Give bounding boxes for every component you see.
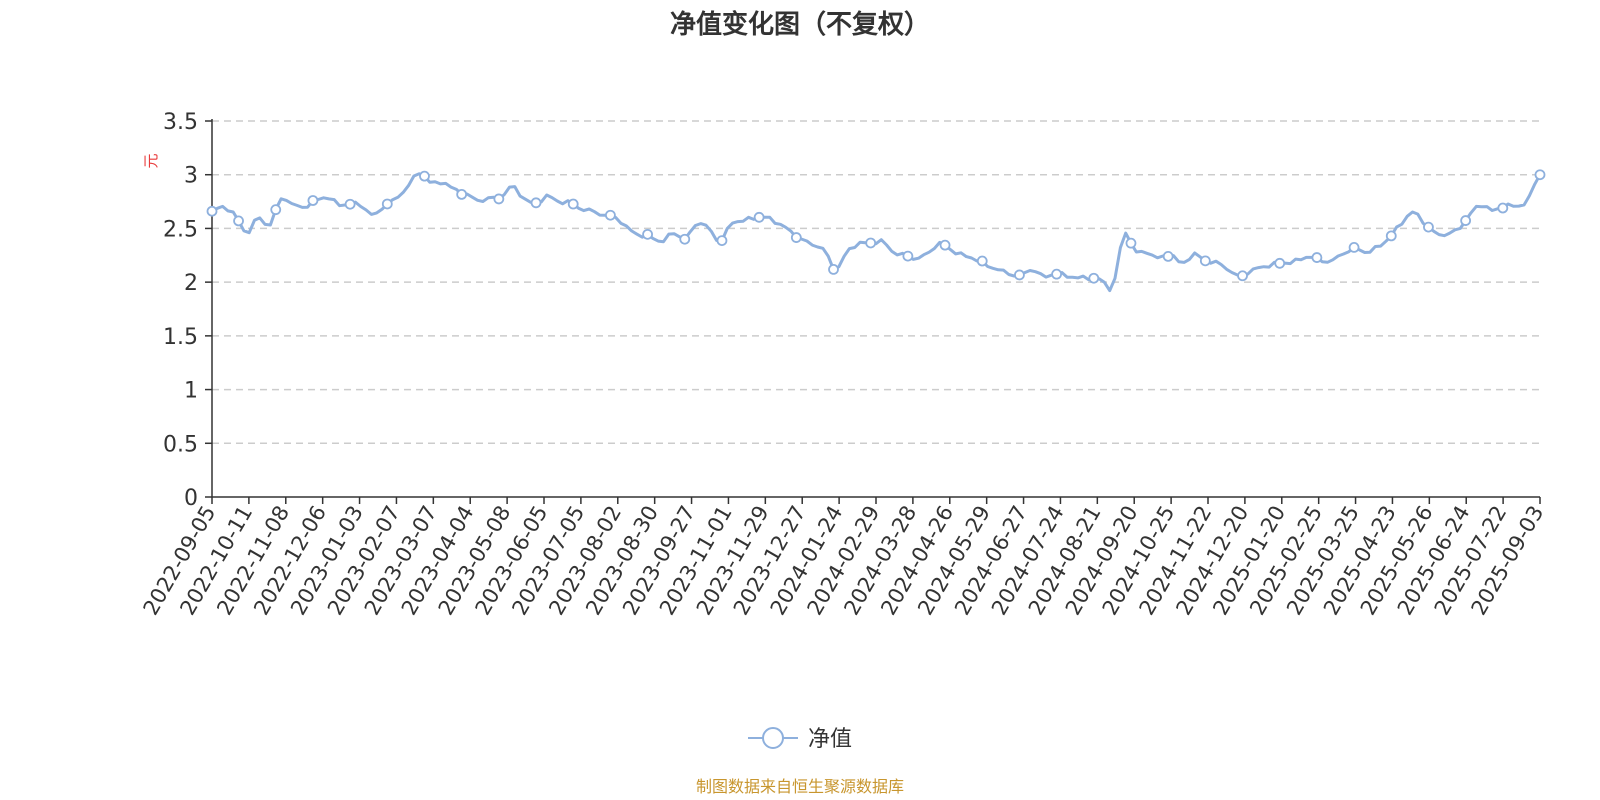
data-point-marker[interactable] — [753, 211, 765, 223]
data-point-marker[interactable] — [642, 228, 653, 240]
legend[interactable]: 净值 — [748, 727, 852, 752]
legend-marker-icon — [762, 727, 784, 749]
data-point-marker[interactable] — [1051, 268, 1063, 280]
data-point-marker[interactable] — [1088, 272, 1100, 284]
data-point-marker[interactable] — [1237, 270, 1248, 282]
data-point-marker[interactable] — [902, 250, 914, 262]
data-point-marker[interactable] — [1385, 230, 1397, 242]
data-point-marker[interactable] — [828, 264, 839, 275]
data-point-marker[interactable] — [939, 239, 951, 251]
data-point-marker[interactable] — [456, 188, 468, 200]
data-point-marker[interactable] — [790, 232, 802, 243]
data-point-marker[interactable] — [307, 195, 319, 206]
data-point-marker[interactable] — [567, 198, 579, 210]
data-point-marker[interactable] — [679, 233, 691, 245]
legend-label: 净值 — [808, 727, 852, 752]
data-point-marker[interactable] — [1199, 255, 1211, 267]
axes — [211, 119, 1540, 498]
series-line — [211, 172, 1542, 293]
data-point-marker[interactable] — [1162, 250, 1174, 262]
data-point-marker[interactable] — [1423, 221, 1434, 233]
y-axis-ticks: 0 0.5 1 1.5 2 2.5 3 3.5 — [163, 110, 212, 511]
data-point-marker[interactable] — [1125, 237, 1137, 249]
data-point-marker[interactable] — [976, 255, 988, 267]
y-tick-label: 3 — [184, 164, 198, 189]
y-tick-label: 2 — [184, 271, 198, 296]
x-axis-ticks: 2022-09-052022-10-112022-11-082022-12-06… — [139, 497, 1548, 619]
y-tick-label: 3.5 — [163, 110, 198, 135]
y-tick-label: 0.5 — [163, 432, 198, 457]
data-point-marker[interactable] — [493, 193, 505, 205]
data-point-marker[interactable] — [419, 170, 430, 182]
data-point-marker[interactable] — [865, 237, 877, 249]
data-point-marker[interactable] — [206, 205, 218, 217]
data-point-marker[interactable] — [605, 209, 616, 221]
data-point-marker[interactable] — [1274, 257, 1286, 269]
data-point-marker[interactable] — [1534, 169, 1546, 181]
data-point-marker[interactable] — [530, 197, 542, 209]
data-point-marker[interactable] — [1014, 269, 1025, 281]
y-axis-unit: 元 — [142, 153, 160, 168]
data-point-marker[interactable] — [270, 204, 282, 216]
y-tick-label: 0 — [184, 486, 198, 511]
data-point-marker[interactable] — [381, 198, 393, 210]
data-point-marker[interactable] — [1497, 202, 1509, 214]
data-point-marker[interactable] — [233, 215, 244, 227]
source-note: 制图数据来自恒生聚源数据库 — [696, 777, 904, 796]
data-point-marker[interactable] — [716, 235, 728, 247]
series-group — [206, 169, 1546, 293]
data-point-marker[interactable] — [344, 198, 356, 210]
y-tick-label: 2.5 — [163, 217, 198, 242]
y-tick-label: 1.5 — [163, 325, 198, 350]
data-point-marker[interactable] — [1460, 215, 1472, 226]
data-point-marker[interactable] — [1348, 242, 1360, 253]
y-tick-label: 1 — [184, 379, 198, 404]
data-point-marker[interactable] — [1311, 252, 1323, 263]
grid-lines — [212, 120, 1540, 445]
chart-title: 净值变化图（不复权） — [670, 9, 930, 40]
